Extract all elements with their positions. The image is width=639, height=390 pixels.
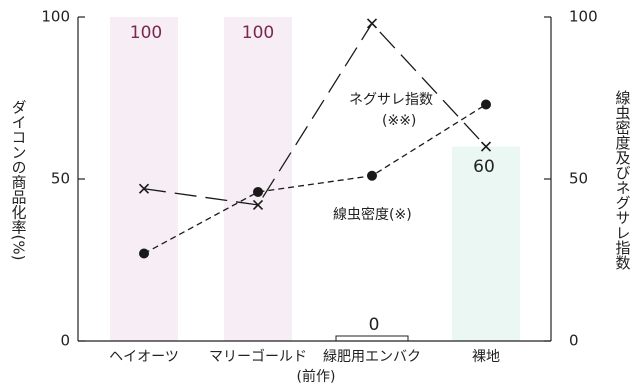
- bar-value-label-4: 60: [473, 157, 495, 177]
- ticks-layer: 0 50 100 0 50 100: [41, 8, 597, 350]
- series-1-point-2: [252, 199, 264, 210]
- category-label-4: 裸地: [472, 349, 500, 365]
- series-1-point-3: [366, 18, 378, 29]
- bar-4: [452, 146, 520, 341]
- left-tick-label-0: 0: [60, 332, 70, 350]
- annotation-negusare-index: ネグサレ指数: [349, 92, 433, 108]
- series-2-point-4: [481, 99, 491, 110]
- bar-2: [224, 17, 292, 341]
- series-1-point-1: [138, 183, 150, 194]
- series-2-point-3: [367, 170, 377, 181]
- bar-3: [335, 335, 409, 342]
- category-label-3: 緑肥用エンバク: [323, 349, 421, 365]
- series-2-point-2: [253, 186, 263, 197]
- right-tick-label-50: 50: [569, 170, 588, 188]
- x-axis-title: (前作): [297, 368, 336, 385]
- y-axis-title-right: 線虫密度及びネグサレ指数: [614, 90, 632, 270]
- series-line-2: [143, 103, 487, 255]
- bars-layer: 100 100 0 60: [110, 17, 520, 342]
- category-label-2: マリーゴールド: [209, 348, 307, 365]
- bar-value-label-2: 100: [242, 23, 274, 43]
- series-line-1: [143, 22, 487, 206]
- lines-layer: [138, 18, 492, 259]
- series-1-point-4: [480, 141, 492, 152]
- category-labels: ヘイオーツ マリーゴールド 緑肥用エンバク 裸地: [109, 348, 500, 365]
- bar-value-label-1: 100: [130, 23, 162, 43]
- category-label-1: ヘイオーツ: [109, 349, 179, 365]
- bar-1: [110, 17, 178, 341]
- annotation-negusare-index-note: (※※): [382, 113, 416, 129]
- bar-value-label-3: 0: [369, 315, 380, 335]
- left-tick-label-50: 50: [51, 170, 70, 188]
- right-tick-label-100: 100: [569, 8, 598, 26]
- annotation-nematode-density: 線虫密度(※): [333, 206, 412, 223]
- series-2-point-1: [139, 248, 149, 259]
- left-tick-label-100: 100: [41, 8, 70, 26]
- y-axis-title-left: ダイコンの商品化率(%): [10, 100, 28, 261]
- right-tick-label-0: 0: [569, 332, 579, 350]
